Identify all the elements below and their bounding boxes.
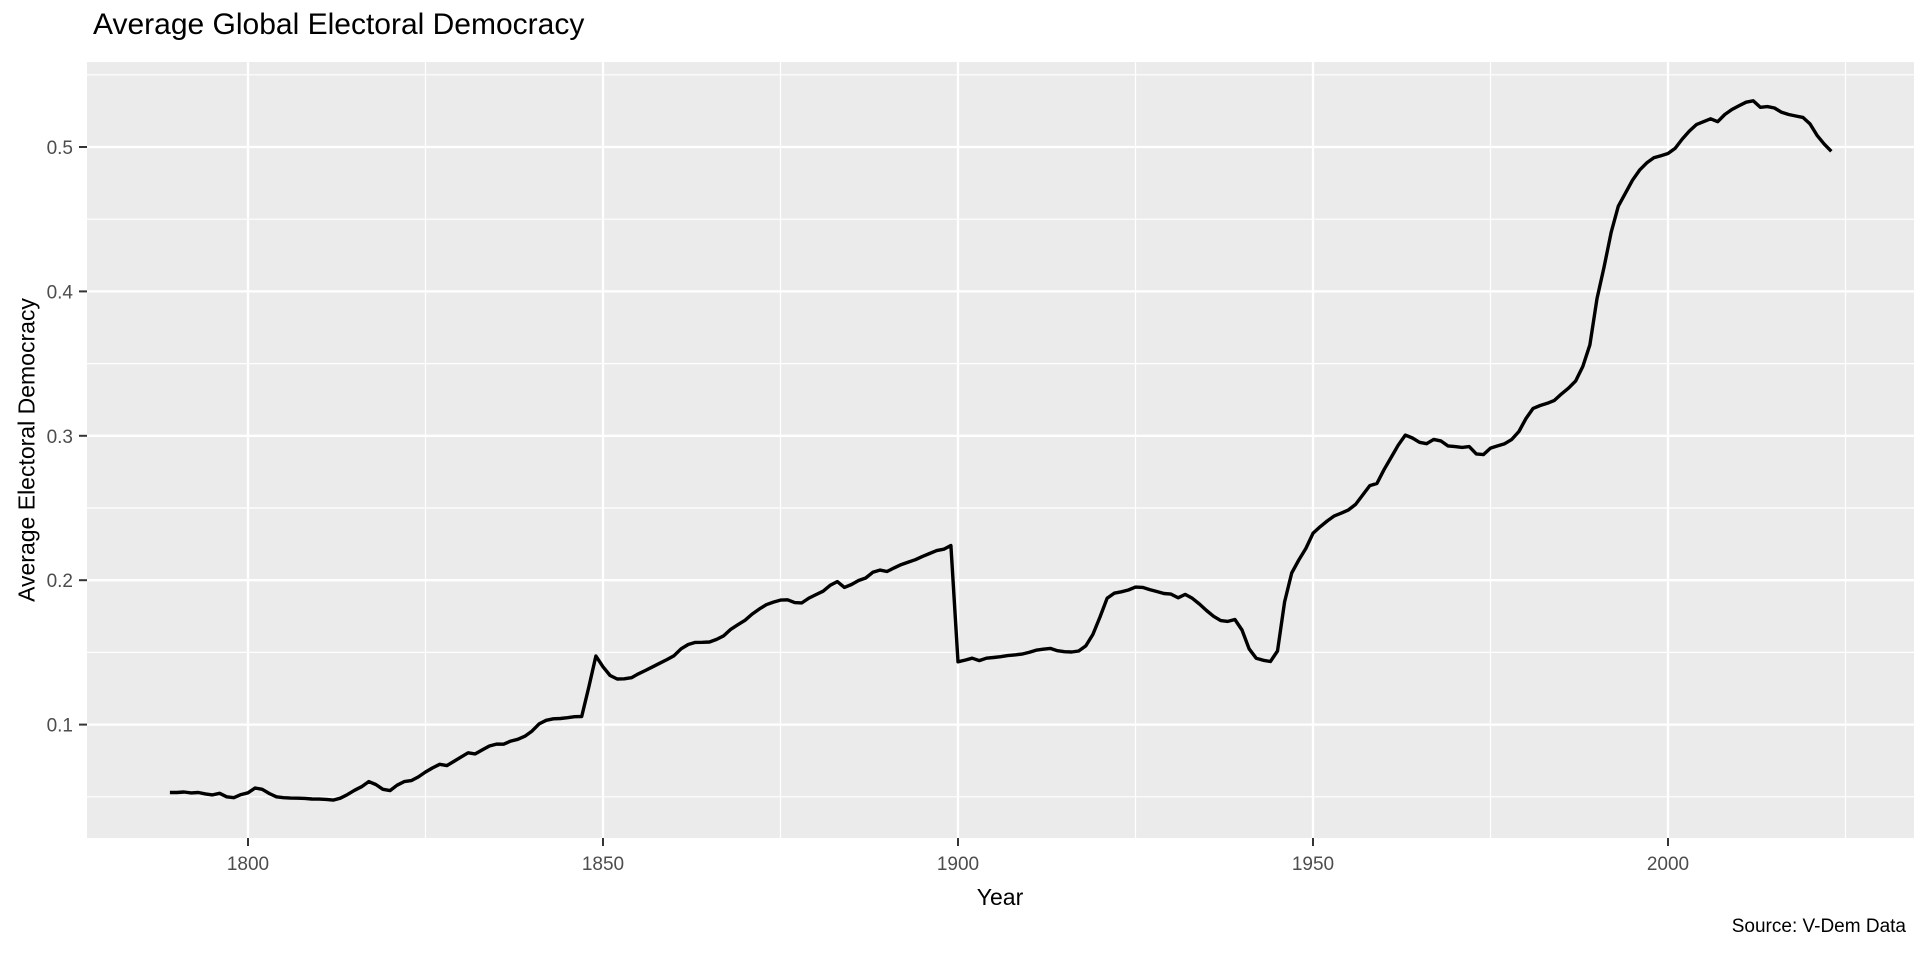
panel-background [87, 62, 1914, 838]
x-tick-label: 2000 [1647, 854, 1689, 875]
x-tick-label: 1900 [937, 854, 979, 875]
source-caption: Source: V-Dem Data [1731, 916, 1906, 937]
y-axis-title: Average Electoral Democracy [13, 298, 40, 602]
x-tick-label: 1850 [582, 854, 624, 875]
chart-title: Average Global Electoral Democracy [93, 8, 585, 41]
y-tick-label: 0.2 [47, 571, 73, 592]
x-tick-label: 1800 [227, 854, 269, 875]
y-tick-label: 0.1 [47, 716, 73, 737]
y-tick-label: 0.5 [47, 138, 73, 159]
y-tick-label: 0.3 [47, 427, 73, 448]
x-tick-label: 1950 [1292, 854, 1334, 875]
y-tick-label: 0.4 [47, 282, 74, 303]
x-axis-title: Year [976, 884, 1024, 910]
democracy-trend-line [169, 99, 1833, 802]
